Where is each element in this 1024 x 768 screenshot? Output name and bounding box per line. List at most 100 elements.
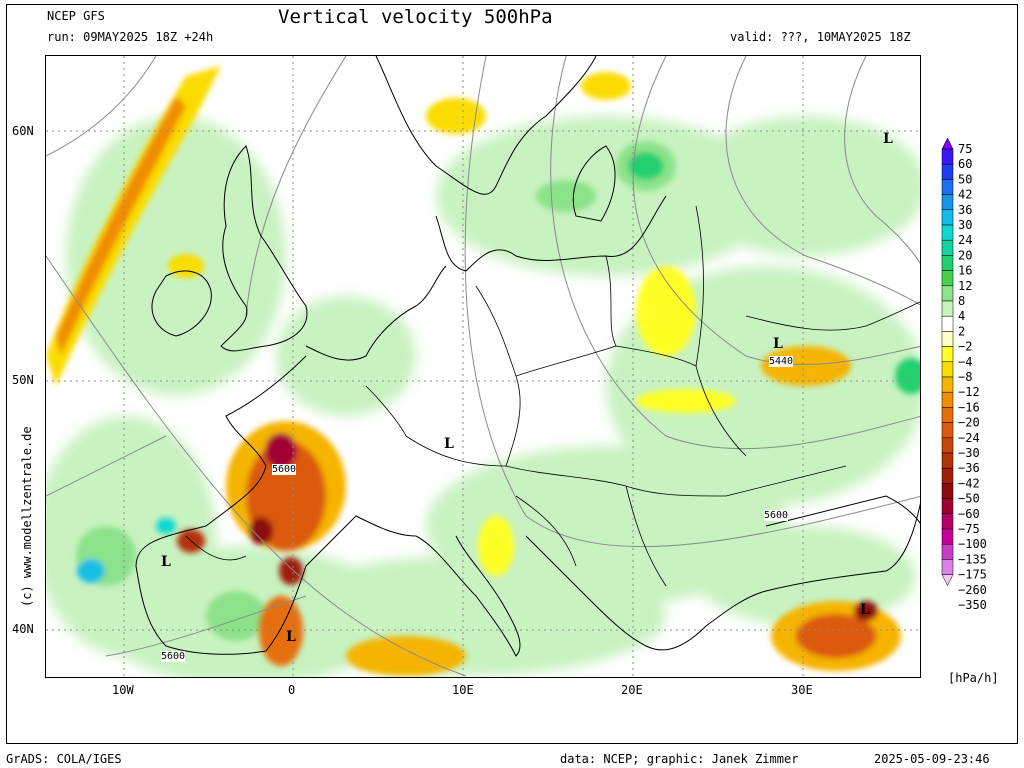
legend-level-label: −12: [958, 385, 980, 399]
legend-swatch: [941, 224, 954, 241]
graticule: [46, 56, 920, 677]
isohypse-label: 5600: [161, 651, 186, 662]
model-label: NCEP GFS: [47, 9, 105, 23]
low-marker: L: [286, 629, 296, 645]
low-marker: L: [860, 602, 870, 618]
legend-level-label: −42: [958, 476, 980, 490]
legend-level-label: 50: [958, 172, 972, 186]
legend-level-label: 4: [958, 309, 965, 323]
legend-level-label: −2: [958, 340, 972, 354]
legend-level-label: −50: [958, 492, 980, 506]
legend-swatch: [941, 391, 954, 408]
lat-label: 40N: [12, 622, 34, 636]
map-canvas: [46, 56, 920, 677]
legend-level-label: 30: [958, 218, 972, 232]
legend-swatch: [941, 483, 954, 499]
coastlines: [135, 56, 920, 657]
legend-swatch: [941, 437, 954, 454]
legend-swatch: [941, 148, 954, 165]
legend-swatch: [941, 163, 954, 180]
country-borders: [185, 205, 920, 587]
low-marker: L: [883, 131, 893, 147]
chart-title: Vertical velocity 500hPa: [278, 6, 553, 28]
low-marker: L: [773, 336, 783, 352]
legend-swatch: [941, 498, 954, 515]
lon-label: 10E: [452, 683, 474, 697]
units-label: [hPa/h]: [948, 671, 999, 685]
legend-level-label: −135: [958, 552, 987, 566]
legend-swatch: [941, 361, 954, 378]
legend-swatch: [941, 528, 954, 545]
legend-swatch: [941, 209, 954, 226]
legend-level-label: −20: [958, 416, 980, 430]
isohypses: [46, 56, 920, 677]
legend-swatch: [941, 407, 954, 423]
valid-label: valid: ???, 10MAY2025 18Z: [730, 30, 911, 44]
legend-level-label: 75: [958, 142, 972, 156]
legend-swatch: [941, 346, 954, 363]
legend-swatch: [941, 559, 954, 575]
ascent-medium-areas: [76, 141, 920, 641]
legend-level-label: 60: [958, 157, 972, 171]
lon-label: 30E: [791, 683, 813, 697]
copyright-label: (c) www.modellzentrale.de: [20, 426, 34, 607]
legend-swatch: [941, 300, 954, 317]
low-marker: L: [444, 436, 454, 452]
low-marker: L: [161, 554, 171, 570]
legend-swatch: [941, 239, 954, 256]
legend-swatch: [941, 270, 954, 287]
legend-swatch: [941, 194, 954, 211]
legend-level-label: −175: [958, 568, 987, 582]
lat-label: 60N: [12, 124, 34, 138]
run-label: run: 09MAY2025 18Z +24h: [47, 30, 214, 44]
legend-swatch: [941, 179, 954, 195]
legend-level-label: −75: [958, 522, 980, 536]
legend-level-label: 42: [958, 188, 972, 202]
lat-label: 50N: [12, 373, 34, 387]
ascent-light-areas: [46, 116, 920, 677]
footer-credits: data: NCEP; graphic: Janek Zimmer: [560, 752, 799, 766]
isohypse-label: 5600: [272, 464, 297, 475]
lon-label: 10W: [112, 683, 134, 697]
legend-swatch: [941, 513, 954, 530]
legend-swatch: [941, 467, 954, 484]
legend-swatch: [941, 422, 954, 439]
isohypse-label: 5600: [764, 510, 789, 521]
legend-level-label: 20: [958, 248, 972, 262]
legend-arrow-bottom: [941, 574, 954, 587]
legend-level-label: −36: [958, 461, 980, 475]
descent-areas: [46, 66, 901, 676]
legend-level-label: 24: [958, 233, 972, 247]
legend-level-label: −60: [958, 507, 980, 521]
legend-bar: 75605042363024201612842−2−4−8−12−16−20−2…: [941, 137, 987, 612]
legend-swatch: [941, 376, 954, 393]
color-legend: 75 60 50 42 36 30 24 20 16 12 8 4 2 −2 −4 −8 −12 −16 −20 −2…: [940, 137, 1020, 628]
legend-level-label: −260: [958, 583, 987, 597]
footer-software: GrADS: COLA/IGES: [6, 752, 122, 766]
legend-arrow-top: [941, 137, 954, 150]
footer-timestamp: 2025-05-09-23:46: [874, 752, 990, 766]
lon-label: 0: [288, 683, 296, 697]
legend-level-label: −16: [958, 400, 980, 414]
legend-swatch: [941, 315, 954, 332]
plot-frame: [6, 4, 1018, 744]
weather-map: L L L L L L 5440 5600 5600 5600: [45, 55, 921, 678]
legend-level-label: 8: [958, 294, 965, 308]
legend-level-label: 16: [958, 264, 972, 278]
isohypse-label: 5440: [769, 356, 794, 367]
legend-level-label: −30: [958, 446, 980, 460]
legend-level-label: 36: [958, 203, 972, 217]
legend-swatch: [941, 452, 954, 469]
legend-level-label: 2: [958, 324, 965, 338]
lon-label: 20E: [621, 683, 643, 697]
legend-level-label: −100: [958, 537, 987, 551]
legend-level-label: −350: [958, 598, 987, 612]
legend-level-label: −4: [958, 355, 972, 369]
legend-swatch: [941, 543, 954, 560]
legend-level-label: −24: [958, 431, 980, 445]
legend-swatch: [941, 255, 954, 271]
legend-level-label: 12: [958, 279, 972, 293]
legend-level-label: −8: [958, 370, 972, 384]
legend-swatch: [941, 331, 954, 347]
legend-swatch: [941, 285, 954, 302]
